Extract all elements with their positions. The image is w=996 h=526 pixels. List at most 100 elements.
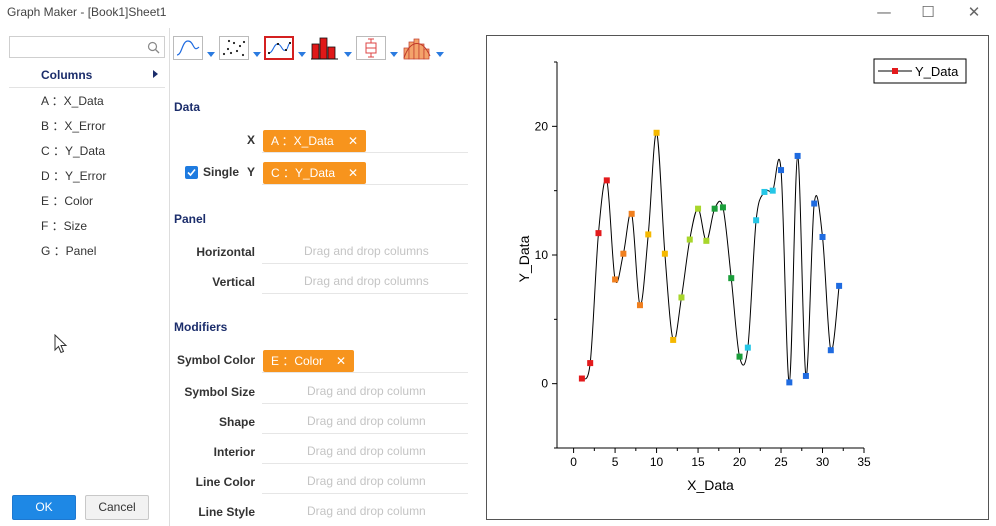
column-item-d[interactable]: D ：Y_Error [41,169,107,183]
data-point [578,375,585,382]
column-item-a[interactable]: A ：X_Data [41,94,104,108]
shape-label: Shape [218,415,255,429]
columns-header-label: Columns [41,68,93,82]
column-search-input[interactable] [9,36,165,58]
maximize-icon[interactable]: ☐ [921,3,935,21]
columns-header[interactable]: Columns [9,66,165,88]
y-tick-label: 20 [535,119,549,133]
single-checkbox[interactable] [185,166,198,179]
x-tick-label: 30 [816,455,830,469]
box-plot-dropdown-icon[interactable] [390,52,398,57]
expand-arrow-icon[interactable] [153,70,158,78]
y-column-chip-label: C ：Y_Data [271,166,336,180]
shape-slot[interactable]: Drag and drop column [262,410,468,434]
line-style-label: Line Style [198,505,255,519]
interior-placeholder: Drag and drop column [307,444,426,458]
data-point [695,205,702,212]
x-axis-title: X_Data [687,477,734,493]
data-point [628,210,635,217]
data-point [670,336,677,343]
x-slot[interactable]: A ：X_Data ✕ [262,129,468,153]
x-tick-label: 0 [570,455,577,469]
data-point [678,294,685,301]
horizontal-slot[interactable]: Drag and drop columns [262,240,468,264]
legend-entry-label: Y_Data [915,64,959,79]
line-plot-icon [176,40,200,56]
line-color-slot[interactable]: Drag and drop column [262,470,468,494]
histogram-icon [403,38,431,60]
y-tick-label: 10 [535,248,549,262]
settings-panel: Data X A ：X_Data ✕ Single Y C ：Y_Data ✕ … [171,28,483,526]
data-point [653,129,660,136]
y-column-chip[interactable]: C ：Y_Data ✕ [263,162,366,184]
symbol-size-label: Symbol Size [184,385,255,399]
symbol-color-chip[interactable]: E ：Color ✕ [263,350,354,372]
symbol-color-slot[interactable]: E ：Color ✕ [262,349,468,373]
data-point [794,152,801,159]
data-point [612,276,619,283]
y-slot[interactable]: C ：Y_Data ✕ [262,161,468,185]
histogram-button[interactable] [402,36,432,60]
column-item-g[interactable]: G ：Panel [41,244,97,258]
scatter-plot-dropdown-icon[interactable] [253,52,261,57]
data-point [587,360,594,367]
y-axis-title: Y_Data [516,235,532,282]
ok-button[interactable]: OK [12,495,76,520]
minimize-icon[interactable]: — [876,3,892,21]
column-list: A ：X_Data B ：X_Error C ：Y_Data D ：Y_Erro… [41,93,106,268]
horizontal-label: Horizontal [196,245,255,259]
column-plot-icon [311,37,338,60]
data-point [769,187,776,194]
window-title: Graph Maker - [Book1]Sheet1 [7,5,167,19]
graph-preview: 0 5 10 15 20 25 30 35 0 10 20 X_Data Y_Data Y_Data [486,35,989,520]
column-item-b[interactable]: B ：X_Error [41,119,106,133]
line-style-slot[interactable]: Drag and drop column [262,500,468,524]
vertical-placeholder: Drag and drop columns [304,274,429,288]
line-plot-button[interactable] [173,36,203,60]
data-point [645,231,652,238]
data-point [711,205,718,212]
box-plot-button[interactable] [356,36,386,60]
remove-y-icon[interactable]: ✕ [347,166,358,180]
vertical-slot[interactable]: Drag and drop columns [262,270,468,294]
y-label: Y [246,165,255,179]
checkmark-icon [187,168,196,177]
symbol-size-slot[interactable]: Drag and drop column [262,380,468,404]
data-point [761,188,768,195]
chart-svg: 0 5 10 15 20 25 30 35 0 10 20 X_Data Y_Data Y_Data [516,58,967,493]
column-item-e[interactable]: E ：Color [41,194,94,208]
remove-symbol-color-icon[interactable]: ✕ [335,354,346,368]
cancel-button[interactable]: Cancel [85,495,149,520]
histogram-dropdown-icon[interactable] [436,52,444,57]
x-tick-label: 35 [857,455,871,469]
search-icon [147,41,160,54]
data-point [753,217,760,224]
column-item-f[interactable]: F ：Size [41,219,88,233]
symbol-color-label: Symbol Color [176,353,255,367]
line-color-placeholder: Drag and drop column [307,474,426,488]
line-plot-dropdown-icon[interactable] [207,52,215,57]
data-point [636,302,643,309]
column-plot-button[interactable] [310,36,340,60]
column-plot-dropdown-icon[interactable] [344,52,352,57]
data-point [786,379,793,386]
x-column-chip[interactable]: A ：X_Data ✕ [263,130,366,152]
x-tick-label: 20 [733,455,747,469]
x-tick-label: 15 [691,455,705,469]
close-icon[interactable]: ✕ [967,3,981,21]
line-symbol-dropdown-icon[interactable] [298,52,306,57]
line-symbol-plot-button[interactable] [264,36,294,60]
interior-slot[interactable]: Drag and drop column [262,440,468,464]
scatter-plot-button[interactable] [219,36,249,60]
symbol-size-placeholder: Drag and drop column [307,384,426,398]
data-point [686,236,693,243]
remove-x-icon[interactable]: ✕ [347,134,358,148]
data-point [819,233,826,240]
title-bar: Graph Maker - [Book1]Sheet1 — ☐ ✕ [0,0,996,26]
panel-section-title: Panel [174,212,207,226]
data-point [661,250,668,257]
line-symbol-plot-icon [268,42,291,54]
single-label: Single [203,165,240,179]
column-item-c[interactable]: C ：Y_Data [41,144,106,158]
